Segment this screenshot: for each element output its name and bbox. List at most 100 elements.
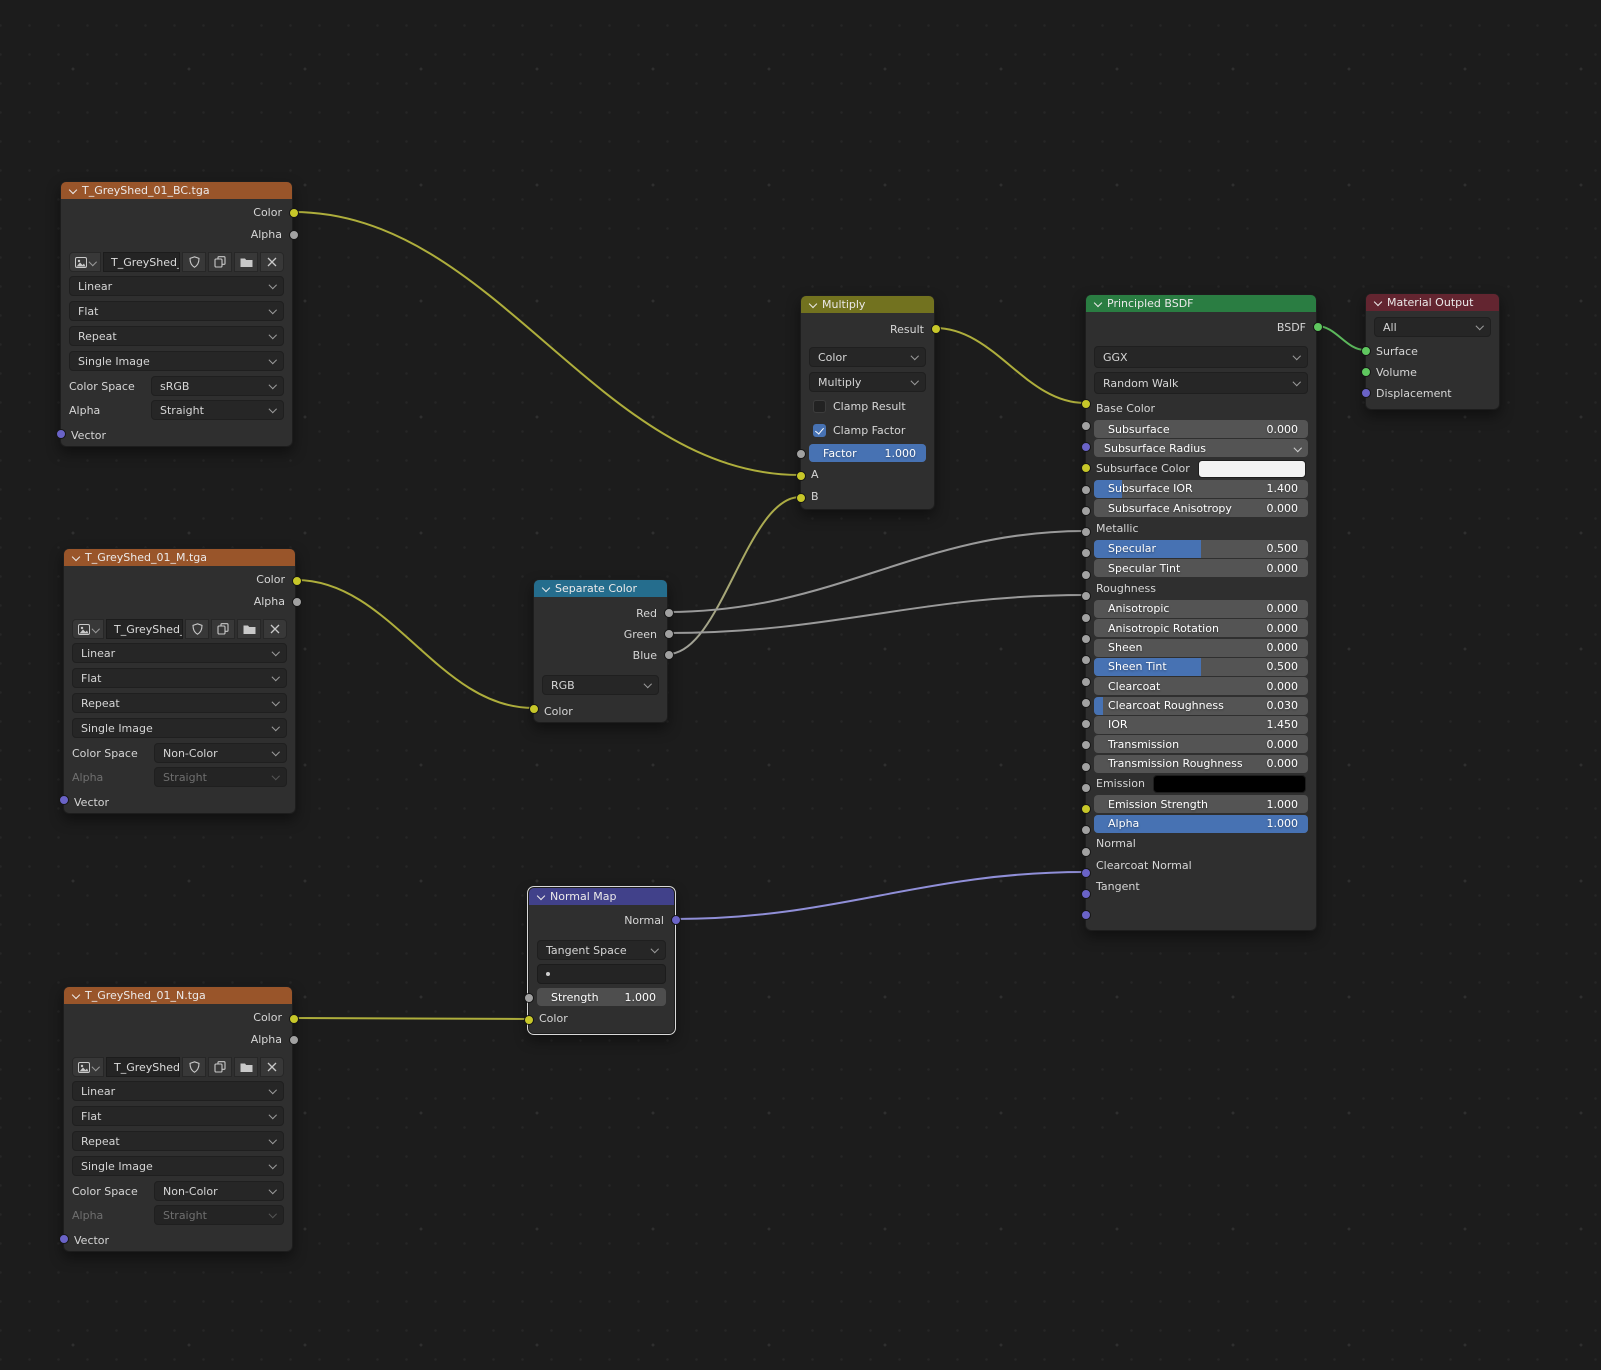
node-header[interactable]: Separate Color: [534, 580, 667, 597]
transmission-roughness-slider[interactable]: Transmission Roughness 0.000: [1094, 754, 1308, 773]
socket-vector-input[interactable]: [59, 795, 69, 805]
uv-map-field[interactable]: [537, 964, 666, 984]
interpolation-dropdown[interactable]: Linear: [72, 643, 287, 663]
specular-slider[interactable]: Specular 0.500: [1094, 539, 1308, 558]
socket-emission-strength-input[interactable]: [1081, 825, 1091, 835]
color-space-dropdown[interactable]: sRGB: [151, 376, 284, 396]
anisotropic-slider[interactable]: Anisotropic 0.000: [1094, 599, 1308, 618]
socket-surface-input[interactable]: [1361, 346, 1371, 356]
node-separate-color[interactable]: Separate Color Red Green Blue RGB Color: [529, 579, 674, 723]
socket-red-output[interactable]: [664, 608, 674, 618]
clamp-result-checkbox[interactable]: [813, 399, 826, 413]
fake-user-button[interactable]: [185, 619, 209, 639]
node-header[interactable]: T_GreyShed_01_N.tga: [64, 987, 292, 1004]
node-header[interactable]: T_GreyShed_01_M.tga: [64, 549, 295, 566]
data-type-dropdown[interactable]: Color: [809, 347, 926, 367]
sheen-tint-slider[interactable]: Sheen Tint 0.500: [1094, 657, 1308, 676]
socket-volume-input[interactable]: [1361, 367, 1371, 377]
socket-subsurface-ior-input[interactable]: [1081, 485, 1091, 495]
socket-normal-output[interactable]: [671, 915, 681, 925]
image-name-field[interactable]: T_GreyShed_01_...: [103, 252, 180, 272]
socket-displacement-input[interactable]: [1361, 388, 1371, 398]
image-name-field[interactable]: T_GreyShed_01_...: [106, 619, 183, 639]
socket-emission-input[interactable]: [1081, 804, 1091, 814]
socket-b-input[interactable]: [796, 493, 806, 503]
color-space-dropdown[interactable]: Non-Color: [154, 743, 287, 763]
node-header[interactable]: Normal Map: [529, 888, 674, 905]
socket-color-input[interactable]: [524, 1015, 534, 1025]
socket-color-output[interactable]: [292, 576, 302, 586]
socket-green-output[interactable]: [664, 629, 674, 639]
socket-clearcoat-input[interactable]: [1081, 698, 1091, 708]
target-dropdown[interactable]: All: [1374, 317, 1491, 337]
specular-tint-slider[interactable]: Specular Tint 0.000: [1094, 559, 1308, 578]
socket-anisotropic-input[interactable]: [1081, 613, 1091, 623]
color-space-dropdown[interactable]: Non-Color: [154, 1181, 284, 1201]
subsurface-anisotropy-slider[interactable]: Subsurface Anisotropy 0.000: [1094, 499, 1308, 518]
socket-subsurface-radius-input[interactable]: [1081, 442, 1091, 452]
blend-mode-dropdown[interactable]: Multiply: [809, 372, 926, 392]
anisotropic-rotation-slider[interactable]: Anisotropic Rotation 0.000: [1094, 619, 1308, 638]
interpolation-dropdown[interactable]: Linear: [69, 276, 284, 296]
socket-subsurface-input[interactable]: [1081, 421, 1091, 431]
node-header[interactable]: Material Output: [1366, 294, 1499, 311]
socket-base-color-input[interactable]: [1081, 399, 1091, 409]
socket-vector-input[interactable]: [56, 429, 66, 439]
emission-color-swatch[interactable]: [1152, 774, 1306, 793]
subsurface-color-swatch[interactable]: [1197, 459, 1306, 478]
socket-bsdf-output[interactable]: [1313, 322, 1323, 332]
subsurface-ior-slider[interactable]: Subsurface IOR 1.400: [1094, 479, 1308, 498]
socket-clearcoat-normal-input[interactable]: [1081, 889, 1091, 899]
image-browse-button[interactable]: [72, 1057, 104, 1077]
subsurface-slider[interactable]: Subsurface 0.000: [1094, 420, 1308, 438]
fake-user-button[interactable]: [182, 252, 206, 272]
node-normal-map[interactable]: Normal Map Normal Tangent Space Strength…: [524, 886, 681, 1035]
ior-slider[interactable]: IOR 1.450: [1094, 715, 1308, 734]
socket-sheen-input[interactable]: [1081, 655, 1091, 665]
sheen-slider[interactable]: Sheen 0.000: [1094, 638, 1308, 657]
fake-user-button[interactable]: [182, 1057, 206, 1077]
unlink-button[interactable]: [263, 619, 287, 639]
socket-color-output[interactable]: [289, 208, 299, 218]
socket-specular-input[interactable]: [1081, 548, 1091, 558]
extension-dropdown[interactable]: Repeat: [72, 1131, 284, 1151]
socket-transmission-input[interactable]: [1081, 762, 1091, 772]
source-dropdown[interactable]: Single Image: [72, 1156, 284, 1176]
collapse-icon[interactable]: [1373, 297, 1383, 306]
duplicate-button[interactable]: [208, 252, 232, 272]
mode-dropdown[interactable]: RGB: [542, 675, 659, 695]
socket-subsurface-color-input[interactable]: [1081, 463, 1091, 473]
socket-metallic-input[interactable]: [1081, 527, 1091, 537]
collapse-icon[interactable]: [68, 185, 78, 194]
collapse-icon[interactable]: [71, 990, 81, 999]
unlink-button[interactable]: [260, 252, 284, 272]
source-dropdown[interactable]: Single Image: [72, 718, 287, 738]
node-image-texture-bc[interactable]: T_GreyShed_01_BC.tga Color Alpha T_GreyS…: [56, 181, 299, 447]
emission-strength-slider[interactable]: Emission Strength 1.000: [1094, 795, 1308, 814]
extension-dropdown[interactable]: Repeat: [69, 326, 284, 346]
socket-anisotropic-rotation-input[interactable]: [1081, 634, 1091, 644]
collapse-icon[interactable]: [808, 299, 818, 308]
socket-roughness-input[interactable]: [1081, 591, 1091, 601]
open-image-button[interactable]: [234, 252, 258, 272]
node-mix-multiply[interactable]: Multiply Result Color Multiply Clamp Res…: [796, 295, 941, 510]
alpha-slider[interactable]: Alpha 1.000: [1094, 814, 1308, 833]
extension-dropdown[interactable]: Repeat: [72, 693, 287, 713]
alpha-mode-dropdown[interactable]: Straight: [151, 400, 284, 420]
socket-sheen-tint-input[interactable]: [1081, 677, 1091, 687]
transmission-slider[interactable]: Transmission 0.000: [1094, 735, 1308, 754]
projection-dropdown[interactable]: Flat: [72, 1106, 284, 1126]
duplicate-button[interactable]: [211, 619, 235, 639]
socket-factor-input[interactable]: [796, 449, 806, 459]
source-dropdown[interactable]: Single Image: [69, 351, 284, 371]
socket-transmission-roughness-input[interactable]: [1081, 783, 1091, 793]
subsurface-method-dropdown[interactable]: Random Walk: [1094, 372, 1308, 394]
clearcoat-slider[interactable]: Clearcoat 0.000: [1094, 677, 1308, 696]
clamp-factor-checkbox[interactable]: [813, 423, 826, 437]
socket-vector-input[interactable]: [59, 1234, 69, 1244]
image-browse-button[interactable]: [69, 252, 101, 272]
unlink-button[interactable]: [260, 1057, 284, 1077]
socket-blue-output[interactable]: [664, 650, 674, 660]
duplicate-button[interactable]: [208, 1057, 232, 1077]
